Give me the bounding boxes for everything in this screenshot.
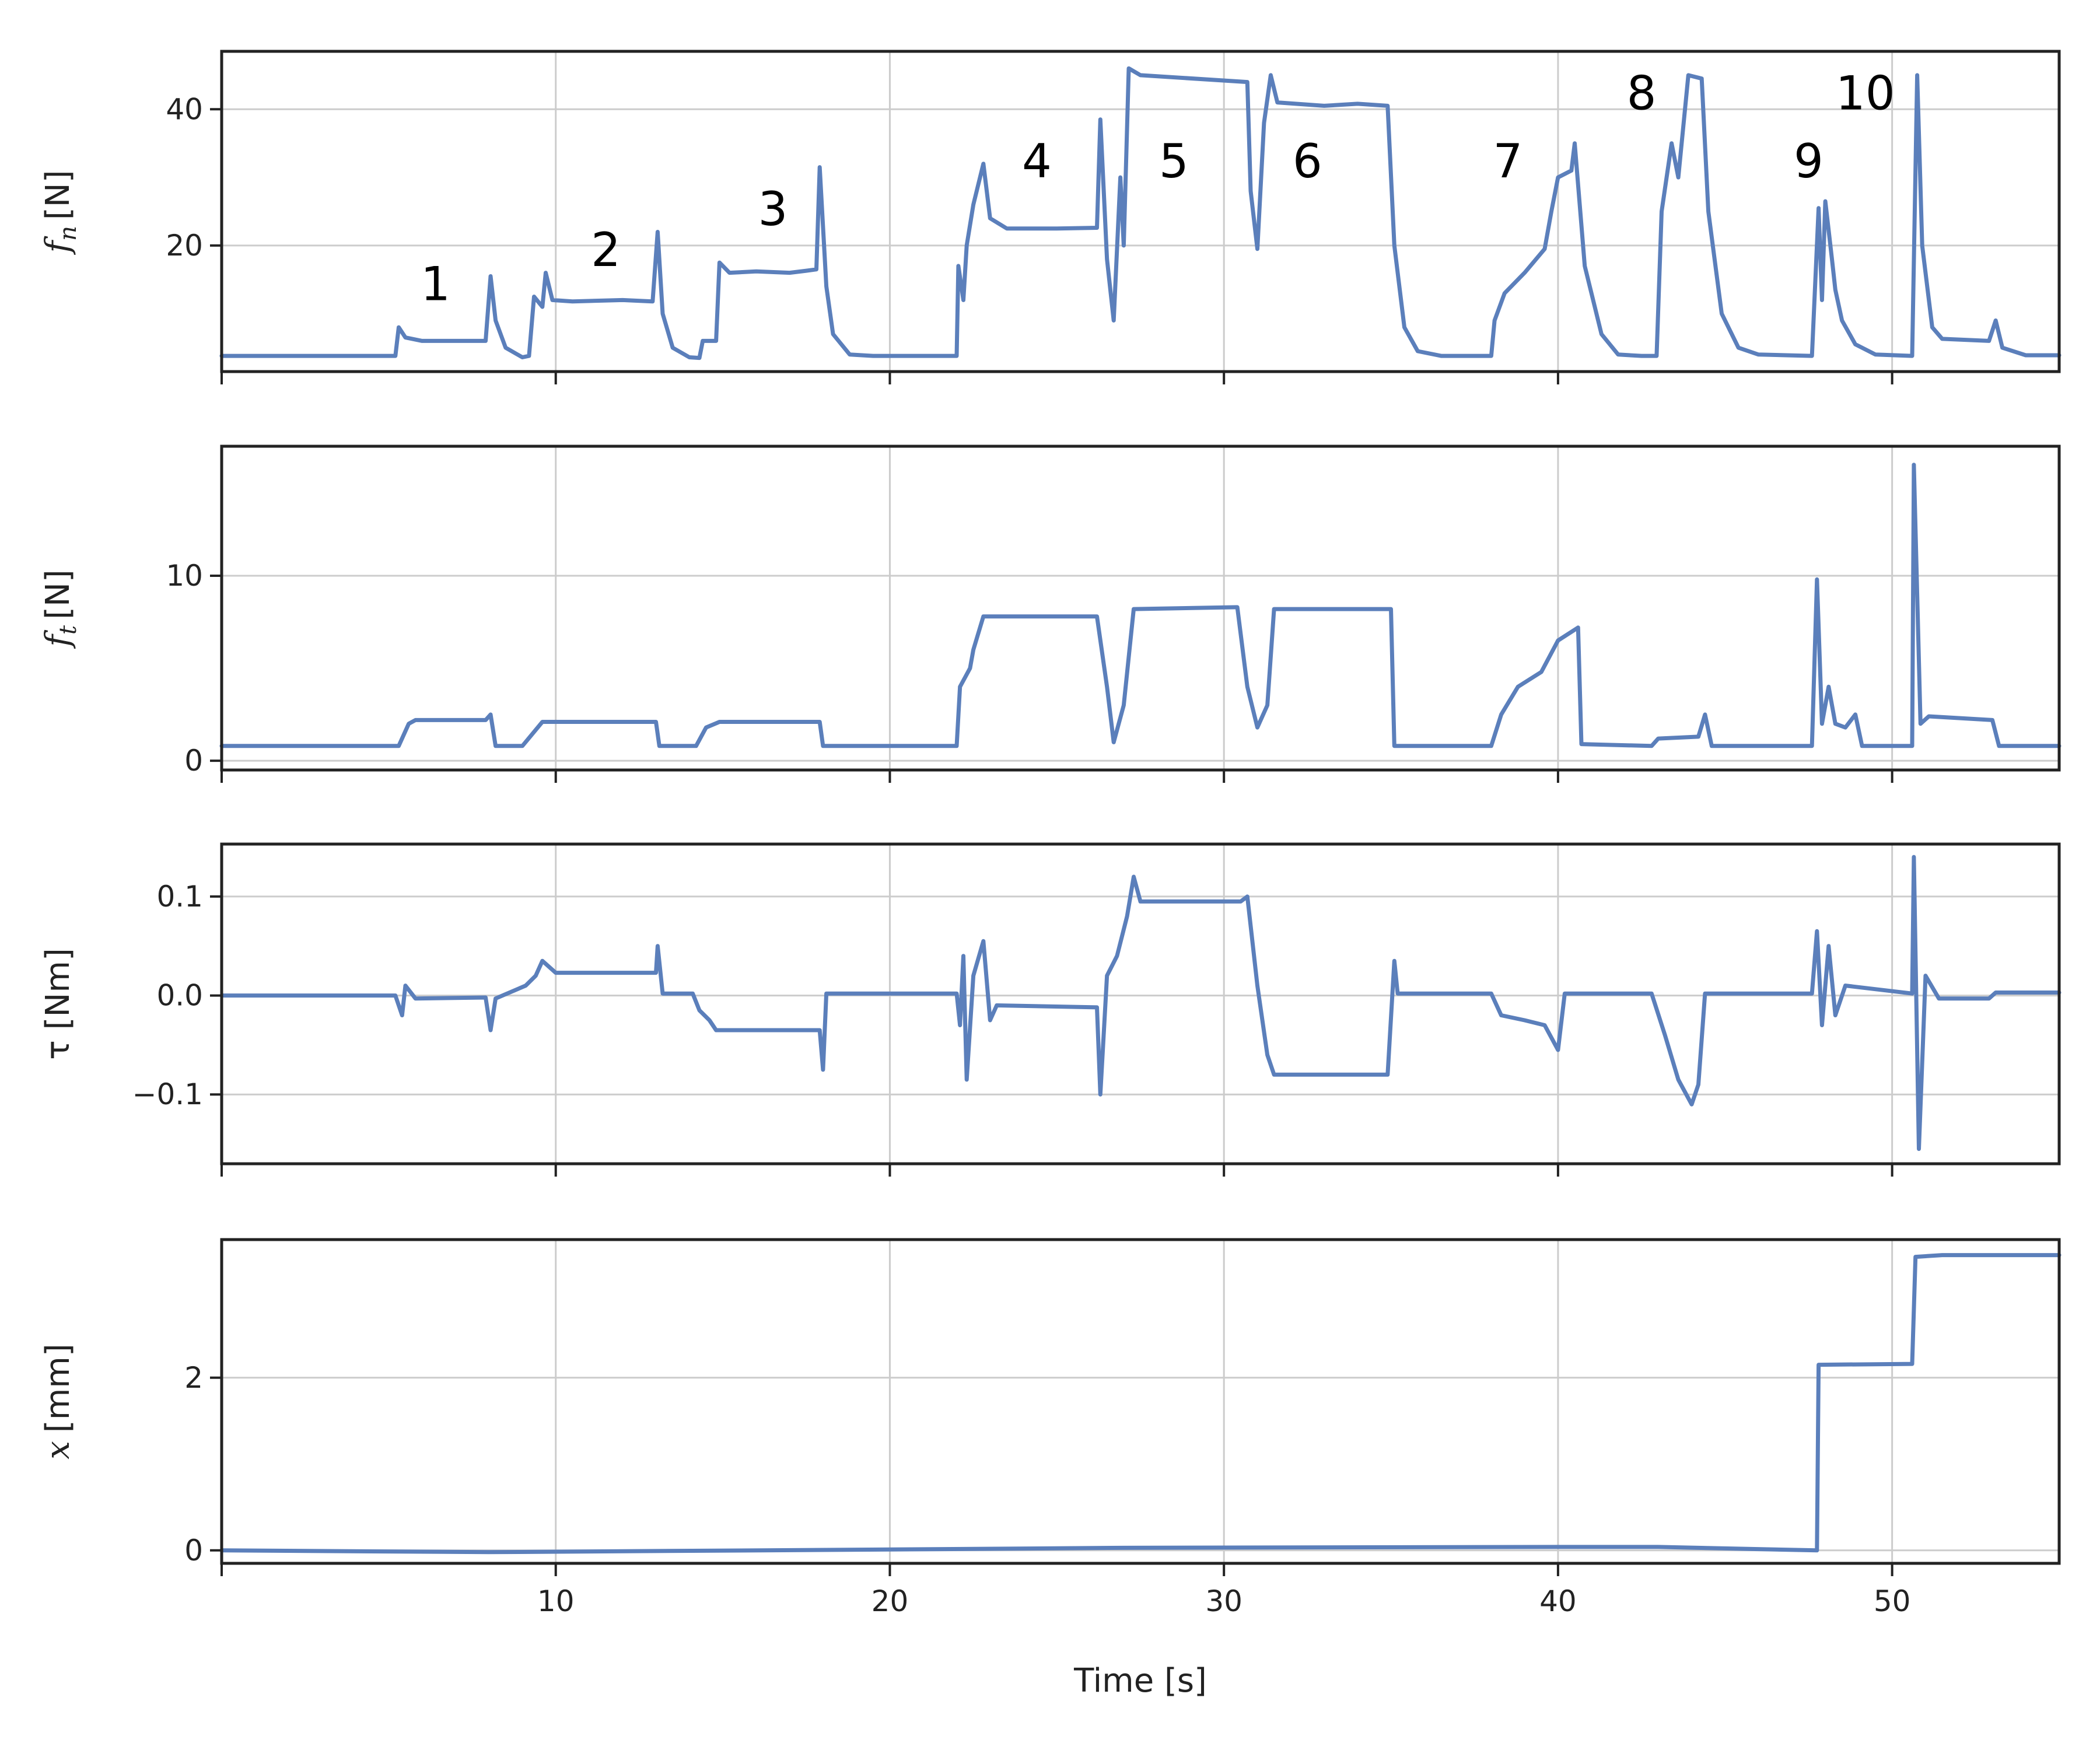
xtick-label: 10 — [537, 1584, 575, 1618]
segment-label-8: 8 — [1627, 66, 1657, 120]
xtick-label: 50 — [1874, 1584, 1911, 1618]
tau-series-line — [219, 855, 2062, 1152]
segment-label-7: 7 — [1493, 134, 1523, 188]
ft-ylabel: ft[N] — [39, 569, 82, 649]
segment-label-2: 2 — [591, 223, 621, 277]
tau-ytick-label: 0.1 — [156, 880, 203, 914]
segment-label-1: 1 — [421, 257, 450, 311]
x-ytick-label: 0 — [184, 1534, 203, 1567]
panel-tau: −0.1 0.0 0.1 τ [Nm] — [39, 842, 2062, 1177]
segment-label-4: 4 — [1022, 134, 1052, 188]
segment-label-3: 3 — [758, 182, 788, 236]
ft-ytick-label: 10 — [166, 559, 203, 593]
fn-ytick-label: 40 — [166, 92, 203, 126]
panel-fn: 1 2 3 4 5 6 7 8 910 20 40 fn[N] — [39, 50, 2062, 384]
fn-ylabel: fn[N] — [39, 170, 82, 255]
ft-ytick-label: 0 — [184, 744, 203, 778]
xtick-label: 30 — [1205, 1584, 1242, 1618]
segment-label-10: 10 — [1836, 66, 1895, 120]
segment-label-6: 6 — [1293, 134, 1322, 188]
segment-label-5: 5 — [1159, 134, 1189, 188]
panel-x: 0 2 10 20 30 40 50 x[mm] — [39, 1238, 2062, 1618]
fn-series-line — [219, 66, 2062, 360]
segment-label-9: 9 — [1794, 134, 1824, 188]
panel-ft: 0 10 ft[N] — [39, 444, 2062, 783]
x-series-line — [219, 1253, 2062, 1555]
xtick-label: 40 — [1539, 1584, 1577, 1618]
x-ylabel: x[mm] — [39, 1343, 77, 1459]
fn-ytick-label: 20 — [166, 229, 203, 262]
tau-ylabel: τ [Nm] — [39, 948, 77, 1060]
ft-series-line — [219, 463, 2062, 748]
x-ytick-label: 2 — [184, 1361, 203, 1395]
tau-ytick-label: −0.1 — [132, 1077, 203, 1111]
x-axis-title: Time [s] — [1073, 1662, 1207, 1700]
xtick-label: 20 — [872, 1584, 909, 1618]
tau-ytick-label: 0.0 — [156, 979, 203, 1013]
